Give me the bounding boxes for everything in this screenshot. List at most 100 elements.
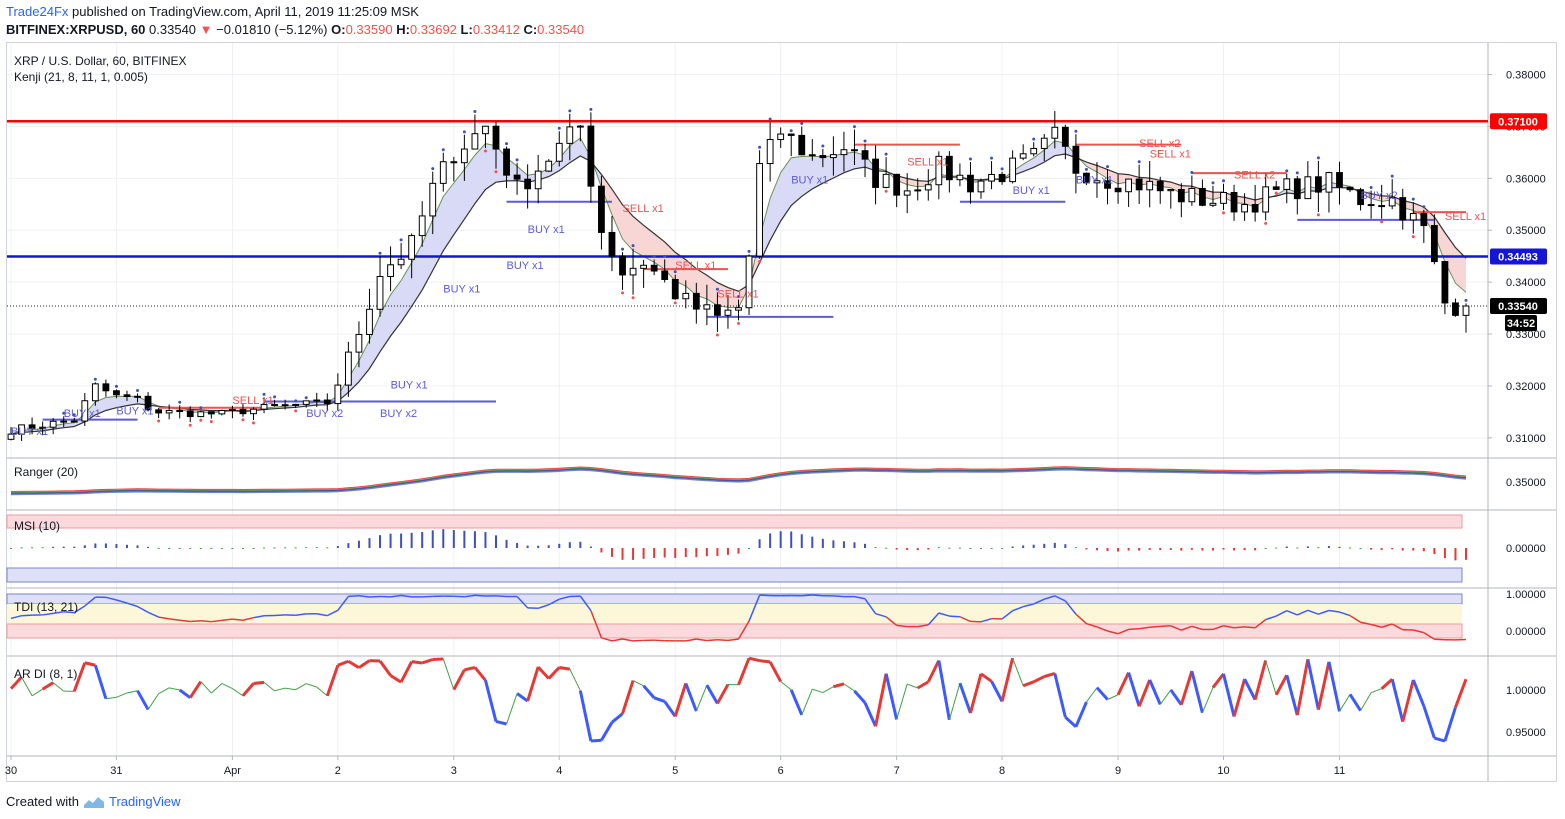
x-tick-label: 30: [5, 765, 17, 777]
msi-bar: [948, 547, 951, 549]
candle-body: [471, 133, 479, 150]
candle-body: [798, 134, 806, 156]
ardi-line: [673, 682, 688, 717]
candle-body: [1019, 153, 1027, 159]
candle-body: [766, 139, 774, 165]
candle-body: [1051, 126, 1059, 139]
candle-body: [534, 170, 542, 190]
y-tick-label: 0.32000: [1506, 381, 1546, 393]
msi-bar: [748, 548, 751, 549]
ardi-line: [316, 686, 328, 697]
chart-frame[interactable]: [6, 42, 1557, 782]
buy-signal-label: BUY x1: [64, 408, 101, 420]
tdi-line: [1022, 603, 1034, 608]
msi-bar: [969, 548, 972, 549]
msi-bar: [305, 547, 308, 549]
pivot-dot: [399, 238, 403, 242]
tdi-line: [1391, 623, 1404, 631]
candle-body: [998, 173, 1006, 183]
buy-signal-label: BUY x2: [306, 408, 343, 420]
tdi-line: [1233, 626, 1245, 629]
ohlc-line: BITFINEX:XRPUSD, 60 0.33540 ▼ −0.01810 (…: [6, 22, 584, 37]
msi-legend: MSI (10): [14, 519, 61, 533]
msi-bar: [1106, 548, 1109, 552]
tdi-line: [495, 595, 507, 598]
msi-bar: [980, 548, 982, 549]
tdi-line: [242, 616, 254, 622]
msi-bar: [1349, 547, 1352, 549]
msi-bar: [442, 529, 445, 548]
tdi-line: [137, 605, 149, 613]
msi-bar: [758, 539, 761, 548]
candle-body: [366, 308, 373, 335]
author-link[interactable]: Trade24Fx: [6, 4, 69, 19]
msi-bar: [821, 538, 824, 548]
msi-bar: [1001, 548, 1004, 549]
msi-bar: [716, 548, 719, 556]
msi-lower-zone: [6, 567, 1463, 583]
tdi-line: [1275, 610, 1288, 617]
buy-signal-label: BUY x1: [1013, 185, 1050, 197]
ardi-line: [1360, 692, 1372, 711]
candle-body: [302, 400, 310, 405]
tdi-line: [21, 614, 33, 617]
tdi-line: [348, 594, 359, 598]
ardi-line: [1454, 678, 1468, 708]
kenji-band-bull: [1012, 140, 1087, 176]
last-price: 0.33540: [149, 22, 197, 37]
candle-body: [376, 275, 384, 310]
open-value: 0.33590: [345, 22, 393, 37]
ardi-line: [737, 657, 751, 686]
pivot-dot: [1190, 171, 1194, 175]
tradingview-link[interactable]: TradingView: [108, 794, 181, 809]
price-axis: 0.380000.370000.360000.350000.340000.330…: [1488, 70, 1547, 445]
msi-bar: [800, 534, 803, 548]
msi-bar: [874, 547, 877, 549]
msi-bar: [263, 547, 266, 549]
tdi-line: [337, 595, 349, 611]
msi-bar: [1138, 548, 1141, 551]
msi-bar: [178, 548, 181, 549]
msi-bar: [1233, 548, 1236, 551]
signal-levels: [42, 143, 1466, 421]
candle-body: [1378, 205, 1386, 208]
tdi-line: [516, 595, 529, 609]
tdi-line: [801, 594, 813, 597]
tdi-line: [917, 624, 929, 628]
candle-body: [703, 304, 711, 310]
ardi-line: [9, 676, 23, 690]
candle-body: [619, 255, 626, 276]
candle-body: [1009, 157, 1017, 183]
ardi-line: [473, 666, 487, 682]
sell-signal-label: SELL x1: [623, 203, 664, 215]
tdi-line: [42, 612, 54, 616]
tdi-line: [84, 596, 96, 607]
ardi-line: [241, 682, 255, 697]
pane-layer: 0.35000 0.00000 1.00000 0.00000 1.00000 0.950…: [6, 43, 1556, 781]
tdi-line: [949, 615, 960, 618]
ardi-line: [874, 673, 888, 727]
msi-bar: [73, 546, 76, 548]
pivot-dot: [1285, 169, 1289, 173]
candle-body: [387, 264, 394, 277]
ardi-line: [833, 682, 845, 689]
msi-bar: [1443, 548, 1446, 559]
candle-body: [91, 383, 99, 402]
tdi-line: [1033, 598, 1045, 605]
ardi-line: [916, 680, 930, 690]
ardi-legend: AR DI (8, 1): [14, 667, 78, 681]
msi-bar: [326, 547, 329, 549]
ranger-line: [10, 469, 1467, 496]
ardi-line: [590, 738, 602, 743]
pivot-dot: [1422, 205, 1426, 209]
buy-signal-label: BUY x1: [1076, 175, 1113, 187]
candle-body: [714, 304, 721, 316]
down-arrow-icon: ▼: [199, 22, 213, 37]
tdi-line: [464, 594, 476, 598]
ardi-line: [642, 684, 656, 699]
msi-bar: [1243, 548, 1246, 551]
pivot-dot: [1222, 211, 1225, 215]
close-label: C:: [523, 22, 538, 37]
buy-signal-label: BUY x1: [116, 405, 153, 417]
